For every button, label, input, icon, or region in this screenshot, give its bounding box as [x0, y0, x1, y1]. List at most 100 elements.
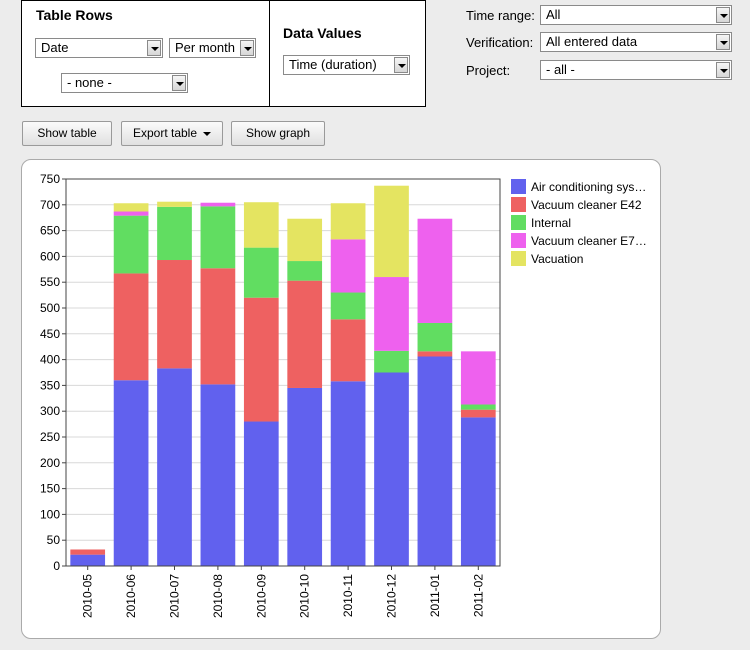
bar-segment [287, 280, 323, 388]
y-tick-label: 650 [40, 224, 60, 238]
chevron-down-icon [240, 40, 254, 56]
bar-segment [200, 268, 236, 385]
row1-select[interactable]: Date [35, 38, 163, 58]
x-tick-label: 2010-10 [298, 574, 312, 618]
bar-segment [417, 351, 453, 357]
bar-segment [200, 202, 236, 207]
bar-segment [243, 202, 279, 248]
x-tick-label: 2010-08 [211, 574, 225, 618]
chevron-down-icon [394, 57, 408, 73]
project-value: - all - [546, 62, 575, 77]
bar-segment [287, 387, 323, 566]
legend-label: Vacuum cleaner E7… [531, 234, 647, 248]
show-graph-button[interactable]: Show graph [231, 121, 325, 146]
bar-segment [157, 206, 192, 261]
show-graph-label: Show graph [245, 126, 311, 140]
x-tick-label: 2010-05 [81, 574, 95, 618]
bar-segment [330, 239, 366, 293]
legend-swatch [511, 233, 526, 248]
bar-segment [113, 203, 149, 212]
chart-container: 0 50 100 150 200 250 300 350 400 450 500 550 600 650 7… [21, 159, 661, 639]
row1-period-value: Per month [175, 40, 235, 55]
bar-segment [70, 549, 106, 555]
bar-segment [330, 292, 366, 320]
bar-segment [330, 319, 366, 382]
chevron-down-icon [716, 62, 730, 78]
x-tick-label: 2011-01 [428, 574, 442, 617]
time-range-label: Time range: [466, 8, 535, 23]
bar-segment [374, 277, 409, 351]
show-table-button[interactable]: Show table [22, 121, 112, 146]
bar-segment [200, 384, 236, 566]
data-values-select[interactable]: Time (duration) [283, 55, 410, 75]
y-tick-label: 50 [47, 533, 61, 547]
data-values-select-value: Time (duration) [289, 57, 377, 72]
legend-swatch [511, 179, 526, 194]
bar-segment [374, 350, 409, 373]
legend-label: Air conditioning sys… [531, 180, 646, 194]
row1-period-select[interactable]: Per month [169, 38, 256, 58]
bar-segment [374, 372, 409, 566]
chevron-down-icon [172, 75, 186, 91]
bar-segment [287, 261, 323, 281]
legend-swatch [511, 197, 526, 212]
bar-segment [243, 297, 279, 422]
bar-segment [460, 409, 496, 418]
y-tick-label: 600 [40, 249, 60, 263]
y-tick-label: 550 [40, 275, 60, 289]
row1-select-value: Date [41, 40, 69, 55]
bar-segment [157, 368, 192, 566]
time-range-value: All [546, 7, 561, 22]
chevron-down-icon [203, 131, 212, 136]
x-tick-label: 2011-02 [471, 574, 485, 617]
y-tick-label: 350 [40, 378, 60, 392]
legend-label: Vacuation [531, 252, 583, 266]
legend-swatch [511, 215, 526, 230]
x-tick-label: 2010-11 [341, 574, 355, 617]
bar-segment [200, 206, 236, 269]
bar-segment [70, 554, 106, 566]
y-tick-label: 150 [40, 482, 60, 496]
project-select[interactable]: - all - [540, 60, 732, 80]
verification-value: All entered data [546, 34, 638, 49]
table-rows-title: Table Rows [36, 7, 113, 23]
plot-frame [65, 178, 501, 567]
data-values-panel: Data Values Time (duration) [269, 0, 426, 107]
bar-segment [460, 404, 496, 410]
table-rows-panel: Table Rows Date Per month - none - [21, 0, 271, 107]
x-tick-label: 2010-06 [124, 574, 138, 618]
project-label: Project: [466, 63, 511, 78]
y-tick-label: 200 [40, 456, 60, 470]
bar-segment [113, 215, 149, 274]
bar-segment [460, 351, 496, 405]
bar-segment [374, 185, 409, 278]
legend-label: Vacuum cleaner E42 [531, 198, 642, 212]
bar-segment [330, 203, 366, 240]
export-table-label: Export table [132, 126, 198, 140]
bar-segment [113, 380, 149, 566]
time-range-select[interactable]: All [540, 5, 732, 25]
row2-select-value: - none - [67, 75, 112, 90]
y-tick-label: 100 [40, 507, 60, 521]
verification-select[interactable]: All entered data [540, 32, 732, 52]
bar-segment [157, 260, 192, 369]
y-tick-label: 450 [40, 327, 60, 341]
y-tick-label: 400 [40, 353, 60, 367]
chevron-down-icon [716, 7, 730, 23]
y-tick-label: 700 [40, 198, 60, 212]
export-table-button[interactable]: Export table [121, 121, 223, 146]
y-tick-label: 300 [40, 404, 60, 418]
x-tick-label: 2010-07 [168, 574, 182, 618]
bar-segment [113, 273, 149, 381]
bar-segment [417, 356, 453, 566]
row2-select[interactable]: - none - [61, 73, 188, 93]
bar-segment [157, 201, 192, 207]
y-tick-label: 250 [40, 430, 60, 444]
bar-segment [243, 247, 279, 298]
y-tick-label: 750 [40, 172, 60, 186]
x-tick-label: 2010-12 [385, 574, 399, 618]
legend-label: Internal [531, 216, 571, 230]
legend-swatch [511, 251, 526, 266]
chevron-down-icon [147, 40, 161, 56]
x-tick-label: 2010-09 [254, 574, 268, 618]
